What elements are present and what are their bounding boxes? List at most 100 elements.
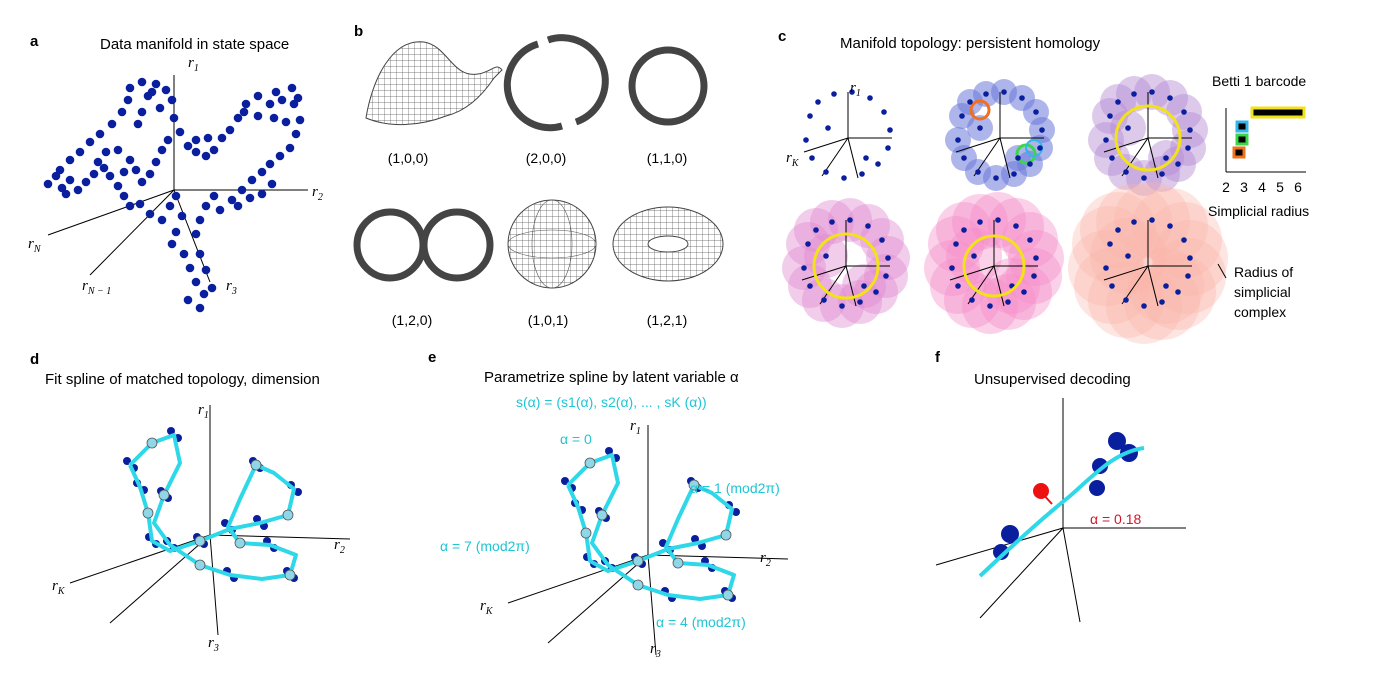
data-point: [209, 191, 219, 201]
alpha-label-0: α = 0: [560, 431, 592, 447]
data-point: [101, 147, 111, 157]
data-point: [241, 99, 251, 109]
data-point: [151, 79, 161, 89]
data-point: [137, 107, 147, 117]
barcode-tick: 2: [1222, 179, 1230, 195]
data-point: [167, 239, 177, 249]
tuple-label-1: (1,0,0): [388, 150, 428, 166]
data-point: [271, 87, 281, 97]
data-point: [147, 87, 157, 97]
data-point: [107, 119, 117, 129]
panel-d-title: Fit spline of matched topology, dimensio…: [45, 371, 320, 388]
axis-label-r3-d: r3: [208, 635, 219, 654]
barcode-xlabel: Simplicial radius: [1208, 203, 1309, 219]
data-point: [151, 157, 161, 167]
alpha-value-label: α = 0.18: [1090, 511, 1142, 527]
data-point: [65, 175, 75, 185]
data-point: [119, 167, 129, 177]
data-point: [191, 277, 201, 287]
data-point: [199, 289, 209, 299]
data-point: [293, 93, 303, 103]
homology-subplot-6: [1068, 182, 1228, 344]
homology-subplot-3: [1088, 74, 1208, 196]
data-point: [155, 103, 165, 113]
data-point: [119, 191, 129, 201]
data-point: [95, 129, 105, 139]
decoded-point: [1033, 483, 1049, 499]
barcode-plot: [1225, 106, 1306, 173]
data-point: [161, 85, 171, 95]
data-point: [55, 165, 65, 175]
data-point: [133, 119, 143, 129]
data-point: [215, 205, 225, 215]
data-point: [253, 111, 263, 121]
data-point: [105, 171, 115, 181]
data-point: [267, 179, 277, 189]
panel-d: d Fit spline of matched topology, dimens…: [30, 351, 351, 654]
spline-formula: s(α) = (s1(α), s2(α), ... , sK (α)): [516, 394, 707, 410]
panel-letter-a: a: [30, 33, 39, 50]
axis-label-r2: r2: [312, 184, 323, 203]
panel-e-title: Parametrize spline by latent variable α: [484, 369, 739, 386]
panel-e-plot: [507, 425, 789, 656]
data-point: [239, 107, 249, 117]
sphere-shape: [507, 199, 597, 289]
data-point: [73, 185, 83, 195]
data-point: [163, 135, 173, 145]
data-point: [135, 199, 145, 209]
axis-label-r2-d: r2: [334, 537, 345, 556]
loop-marker-orange: [969, 99, 991, 121]
data-point: [99, 163, 109, 173]
data-point: [93, 157, 103, 167]
data-point: [233, 113, 243, 123]
axis-label-rN: rN: [28, 236, 42, 255]
axis-label-r2-e: r2: [760, 550, 771, 569]
panel-a-title: Data manifold in state space: [100, 36, 289, 53]
torus-shape: [612, 206, 724, 282]
axis-label-rK-e: rK: [480, 598, 494, 617]
radius-label-line-3: complex: [1234, 304, 1286, 320]
axis-label-r3-e: r3: [650, 641, 661, 660]
persistent-homology-subplots: [782, 74, 1228, 344]
data-point: [217, 133, 227, 143]
data-point: [291, 129, 301, 139]
axis-label-r1-d: r1: [198, 402, 209, 421]
panel-f-title: Unsupervised decoding: [974, 371, 1131, 388]
data-point: [89, 169, 99, 179]
panel-f: f Unsupervised decoding α = 0.18: [935, 349, 1186, 623]
data-point: [265, 99, 275, 109]
data-point: [237, 185, 247, 195]
data-point: [277, 95, 287, 105]
data-point: [171, 227, 181, 237]
data-point: [183, 295, 193, 305]
panel-c: c Manifold topology: persistent homology…: [778, 28, 1309, 344]
data-point: [195, 303, 205, 313]
barcode-tick: 6: [1294, 179, 1302, 195]
barcode-ticks: 2 3 4 5 6: [1222, 179, 1302, 195]
data-point: [179, 249, 189, 259]
data-point: [275, 151, 285, 161]
data-point: [183, 141, 193, 151]
tuple-label-4: (1,2,0): [392, 312, 432, 328]
data-point: [81, 177, 91, 187]
data-point: [209, 145, 219, 155]
persistent-loop-circle: [812, 232, 880, 300]
broken-circle-shape: [503, 34, 609, 132]
barcode-bar-orange: [1232, 146, 1246, 159]
data-point: [113, 145, 123, 155]
panel-d-plot: [69, 405, 351, 636]
data-point: [265, 159, 275, 169]
persistent-loop-circle: [1114, 104, 1182, 172]
data-point: [125, 155, 135, 165]
data-point: [171, 191, 181, 201]
barcode-title: Betti 1 barcode: [1212, 73, 1306, 89]
data-point: [61, 189, 71, 199]
wavy-surface-shape: [365, 41, 503, 125]
panel-a: a Data manifold in state space r1 r2 r3 …: [28, 33, 323, 313]
data-point: [175, 127, 185, 137]
data-point: [295, 115, 305, 125]
data-point: [137, 77, 147, 87]
data-point: [201, 201, 211, 211]
data-point: [253, 91, 263, 101]
